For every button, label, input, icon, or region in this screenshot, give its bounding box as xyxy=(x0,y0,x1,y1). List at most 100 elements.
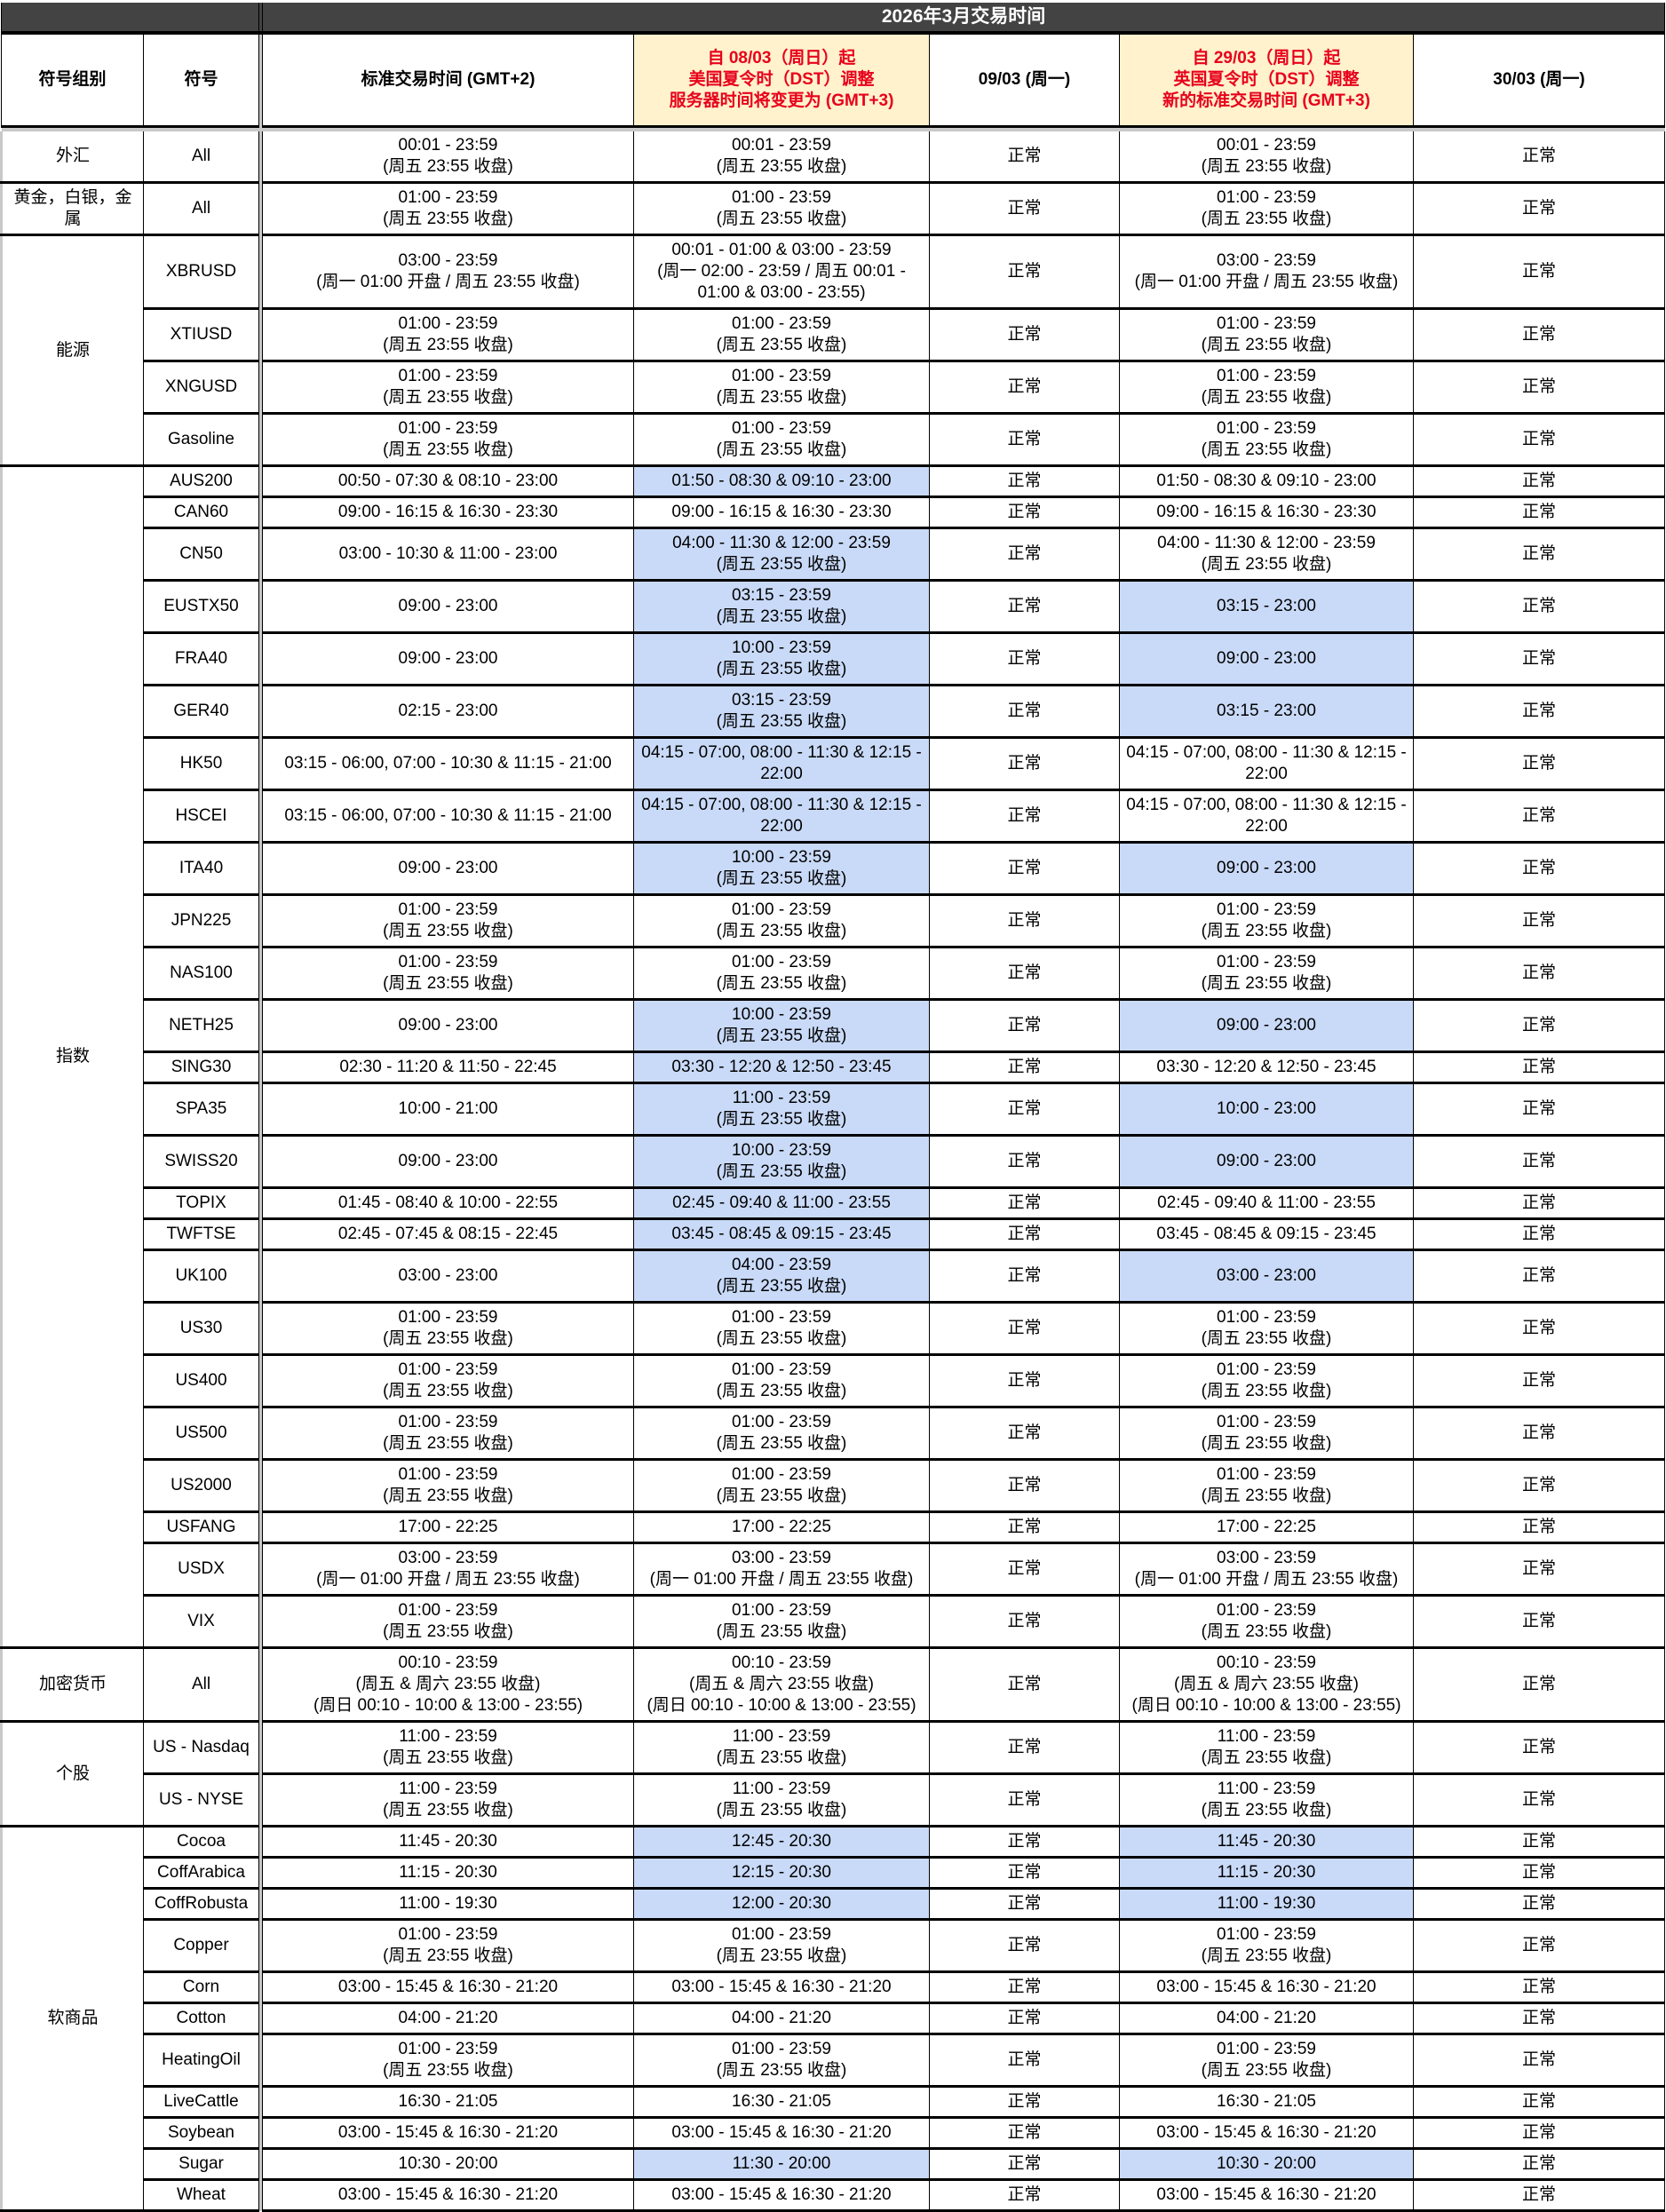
us-dst-hours-cell: 01:00 - 23:59 (周五 23:55 收盘) xyxy=(633,1407,930,1461)
mar09-status-cell: 正常 xyxy=(929,789,1120,844)
uk-dst-hours-cell: 01:00 - 23:59 (周五 23:55 收盘) xyxy=(1119,1919,1414,1973)
us-dst-hours-cell: 01:00 - 23:59 (周五 23:55 收盘) xyxy=(633,308,930,362)
standard-hours-cell: 01:00 - 23:59 (周五 23:55 收盘) xyxy=(262,1407,634,1461)
table-row: 加密货币 All 00:10 - 23:59 (周五 & 周六 23:55 收盘) … xyxy=(0,1647,1666,1723)
standard-hours-cell: 01:45 - 08:40 & 10:00 - 22:55 xyxy=(262,1187,634,1220)
us-dst-hours-cell: 01:00 - 23:59 (周五 23:55 收盘) xyxy=(633,2034,930,2088)
column-gap xyxy=(258,2002,263,2034)
uk-dst-hours-cell: 04:15 - 07:00, 08:00 - 11:30 & 12:15 - 2… xyxy=(1119,737,1414,791)
mar09-status-cell: 正常 xyxy=(929,1647,1120,1723)
column-gap xyxy=(258,1135,263,1188)
symbol-group-cell: 个股 xyxy=(0,1721,144,1827)
column-gap xyxy=(258,131,263,183)
symbol-cell: CN50 xyxy=(143,527,259,582)
mar09-status-cell: 正常 xyxy=(929,1218,1120,1251)
us-dst-hours-cell: 03:00 - 15:45 & 16:30 - 21:20 xyxy=(633,2179,930,2212)
standard-hours-cell: 01:00 - 23:59 (周五 23:55 收盘) xyxy=(262,413,634,467)
us-dst-hours-cell: 01:00 - 23:59 (周五 23:55 收盘) xyxy=(633,1919,930,1973)
table-row: NAS100 01:00 - 23:59 (周五 23:55 收盘) 01:00 -… xyxy=(2,947,1666,1001)
symbol-cell: HeatingOil xyxy=(143,2034,259,2088)
symbol-group-cell: 能源 xyxy=(0,234,144,467)
symbol-cell: US2000 xyxy=(143,1459,259,1513)
standard-hours-cell: 03:00 - 15:45 & 16:30 - 21:20 xyxy=(262,2117,634,2150)
standard-hours-cell: 00:01 - 23:59 (周五 23:55 收盘) xyxy=(262,131,634,184)
table-row: NETH25 09:00 - 23:00 10:00 - 23:59 (周五 23:… xyxy=(2,999,1666,1053)
uk-dst-hours-cell: 04:00 - 11:30 & 12:00 - 23:59 (周五 23:55 … xyxy=(1119,527,1414,582)
mar09-status-cell: 正常 xyxy=(929,2002,1120,2035)
mar09-status-cell: 正常 xyxy=(929,527,1120,582)
table-title: 2026年3月交易时间 xyxy=(261,3,1666,35)
uk-dst-hours-cell: 11:45 - 20:30 xyxy=(1119,1826,1414,1859)
mar09-status-cell: 正常 xyxy=(929,580,1120,634)
mar30-status-cell: 正常 xyxy=(1412,2179,1666,2212)
header-mar30: 30/03 (周一) xyxy=(1412,33,1666,128)
symbol-cell: USFANG xyxy=(143,1511,259,1544)
us-dst-hours-cell: 12:45 - 20:30 xyxy=(633,1826,930,1859)
header-us-dst: 自 08/03（周日）起 美国夏令时（DST）调整 服务器时间将变更为 (GMT… xyxy=(633,33,930,128)
us-dst-hours-cell: 00:01 - 01:00 & 03:00 - 23:59 (周一 02:00 … xyxy=(633,234,930,310)
us-dst-hours-cell: 10:00 - 23:59 (周五 23:55 收盘) xyxy=(633,842,930,896)
mar30-status-cell: 正常 xyxy=(1412,842,1666,896)
table-row: US400 01:00 - 23:59 (周五 23:55 收盘) 01:00 - … xyxy=(2,1354,1666,1408)
standard-hours-cell: 01:00 - 23:59 (周五 23:55 收盘) xyxy=(262,947,634,1001)
mar09-status-cell: 正常 xyxy=(929,1826,1120,1859)
uk-dst-hours-cell: 02:45 - 09:40 & 11:00 - 23:55 xyxy=(1119,1187,1414,1220)
table-row: 能源 XBRUSD 03:00 - 23:59 (周一 01:00 开盘 / 周五 … xyxy=(0,234,1666,467)
symbol-cell: XBRUSD xyxy=(143,234,259,310)
column-gap xyxy=(258,580,263,633)
title-row: 2026年3月交易时间 xyxy=(1,3,1666,35)
column-gap xyxy=(258,182,263,235)
uk-dst-hours-cell: 01:00 - 23:59 (周五 23:55 收盘) xyxy=(1119,413,1414,467)
mar09-status-cell: 正常 xyxy=(929,2034,1120,2088)
standard-hours-cell: 11:00 - 19:30 xyxy=(262,1888,634,1921)
standard-hours-cell: 10:00 - 21:00 xyxy=(262,1082,634,1137)
column-gap xyxy=(258,1249,263,1303)
symbol-cell: ITA40 xyxy=(143,842,259,896)
uk-dst-hours-cell: 03:00 - 15:45 & 16:30 - 21:20 xyxy=(1119,1971,1414,2004)
column-gap xyxy=(258,2086,263,2118)
table-row: CoffRobusta 11:00 - 19:30 12:00 - 20:30 正常 1… xyxy=(2,1888,1666,1921)
mar30-status-cell: 正常 xyxy=(1412,1407,1666,1461)
us-dst-hours-cell: 16:30 - 21:05 xyxy=(633,2086,930,2119)
symbol-cell: XNGUSD xyxy=(143,361,259,415)
us-dst-hours-cell: 01:00 - 23:59 (周五 23:55 收盘) xyxy=(633,1354,930,1408)
table-row: CoffArabica 11:15 - 20:30 12:15 - 20:30 正常 1… xyxy=(2,1857,1666,1890)
uk-dst-hours-cell: 01:50 - 08:30 & 09:10 - 23:00 xyxy=(1119,465,1414,498)
standard-hours-cell: 01:00 - 23:59 (周五 23:55 收盘) xyxy=(262,1595,634,1649)
mar30-status-cell: 正常 xyxy=(1412,2086,1666,2119)
uk-dst-hours-cell: 01:00 - 23:59 (周五 23:55 收盘) xyxy=(1119,1354,1414,1408)
mar09-status-cell: 正常 xyxy=(929,1919,1120,1973)
mar09-status-cell: 正常 xyxy=(929,1857,1120,1890)
us-dst-hours-cell: 03:15 - 23:59 (周五 23:55 收盘) xyxy=(633,685,930,739)
symbol-cell: US500 xyxy=(143,1407,259,1461)
column-gap xyxy=(258,632,263,686)
mar30-status-cell: 正常 xyxy=(1412,894,1666,948)
mar09-status-cell: 正常 xyxy=(929,1721,1120,1775)
standard-hours-cell: 03:00 - 23:00 xyxy=(262,1249,634,1304)
mar09-status-cell: 正常 xyxy=(929,1135,1120,1189)
title-spacer xyxy=(1,3,259,35)
mar09-status-cell: 正常 xyxy=(929,1302,1120,1356)
mar09-status-cell: 正常 xyxy=(929,685,1120,739)
us-dst-hours-cell: 00:10 - 23:59 (周五 & 周六 23:55 收盘) (周日 00:… xyxy=(633,1647,930,1723)
us-dst-hours-cell: 03:00 - 15:45 & 16:30 - 21:20 xyxy=(633,1971,930,2004)
uk-dst-hours-cell: 17:00 - 22:25 xyxy=(1119,1511,1414,1544)
table-row: US2000 01:00 - 23:59 (周五 23:55 收盘) 01:00 -… xyxy=(2,1459,1666,1513)
standard-hours-cell: 01:00 - 23:59 (周五 23:55 收盘) xyxy=(262,1302,634,1356)
table-row: US - NYSE 11:00 - 23:59 (周五 23:55 收盘) 11:0… xyxy=(2,1773,1666,1827)
uk-dst-hours-cell: 01:00 - 23:59 (周五 23:55 收盘) xyxy=(1119,947,1414,1001)
mar09-status-cell: 正常 xyxy=(929,1888,1120,1921)
table-row: FRA40 09:00 - 23:00 10:00 - 23:59 (周五 23:5… xyxy=(2,632,1666,686)
column-gap xyxy=(258,737,263,790)
table-row: Sugar 10:30 - 20:00 11:30 - 20:00 正常 10:30 -… xyxy=(2,2148,1666,2181)
uk-dst-hours-cell: 16:30 - 21:05 xyxy=(1119,2086,1414,2119)
mar30-status-cell: 正常 xyxy=(1412,1354,1666,1408)
symbol-cell: US - NYSE xyxy=(143,1773,259,1827)
table-row: 软商品 Cocoa 11:45 - 20:30 12:45 - 20:30 正常 11:4… xyxy=(0,1826,1666,2212)
mar09-status-cell: 正常 xyxy=(929,999,1120,1053)
standard-hours-cell: 02:45 - 07:45 & 08:15 - 22:45 xyxy=(262,1218,634,1251)
symbol-cell: CoffRobusta xyxy=(143,1888,259,1921)
symbol-cell: GER40 xyxy=(143,685,259,739)
mar30-status-cell: 正常 xyxy=(1412,1773,1666,1827)
column-gap xyxy=(258,1647,263,1722)
